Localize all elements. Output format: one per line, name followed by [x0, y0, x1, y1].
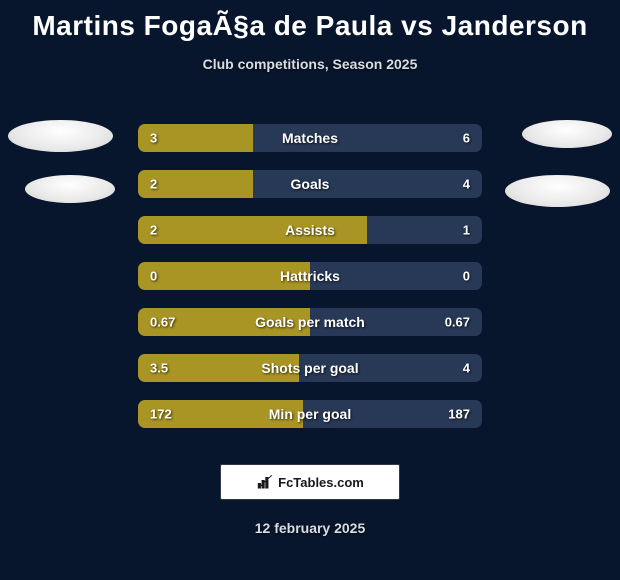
stat-label: Shots per goal [138, 360, 482, 376]
stat-value-left: 2 [150, 223, 157, 238]
player-right-avatar-placeholder-2 [505, 175, 610, 207]
player-left-avatar-placeholder-2 [25, 175, 115, 203]
stat-value-left: 3 [150, 131, 157, 146]
stat-value-right: 4 [463, 177, 470, 192]
stat-row: Assists2 1 [138, 216, 482, 244]
stat-row: Matches3 6 [138, 124, 482, 152]
comparison-subtitle: Club competitions, Season 2025 [0, 56, 620, 72]
player-left-avatar-placeholder-1 [8, 120, 113, 152]
stat-value-right: 6 [463, 131, 470, 146]
stat-label: Assists [138, 222, 482, 238]
stats-bars-container: Matches36Goals24Assists21Hattricks00Goal… [138, 124, 482, 446]
stat-value-right: 0.67 [445, 315, 470, 330]
stat-row: Hattricks0 0 [138, 262, 482, 290]
footer-brand-text: FcTables.com [278, 475, 364, 490]
stat-value-left: 0 [150, 269, 157, 284]
player-right-avatar-placeholder-1 [522, 120, 612, 148]
stat-label: Min per goal [138, 406, 482, 422]
stat-row: Min per goal172 187 [138, 400, 482, 428]
comparison-title: Martins FogaÃ§a de Paula vs Janderson [0, 0, 620, 42]
stat-label: Goals per match [138, 314, 482, 330]
stat-row: Shots per goal3.5 4 [138, 354, 482, 382]
stat-value-right: 4 [463, 361, 470, 376]
stat-value-right: 0 [463, 269, 470, 284]
stat-label: Matches [138, 130, 482, 146]
stat-value-left: 172 [150, 407, 172, 422]
stat-value-right: 1 [463, 223, 470, 238]
stat-value-left: 3.5 [150, 361, 168, 376]
chart-icon [256, 473, 274, 491]
footer-brand-box: FcTables.com [220, 464, 400, 500]
comparison-date: 12 february 2025 [0, 520, 620, 536]
stat-value-right: 187 [448, 407, 470, 422]
stat-value-left: 0.67 [150, 315, 175, 330]
stat-label: Goals [138, 176, 482, 192]
stat-value-left: 2 [150, 177, 157, 192]
stat-row: Goals per match0.67 0.67 [138, 308, 482, 336]
stat-row: Goals2 4 [138, 170, 482, 198]
stat-label: Hattricks [138, 268, 482, 284]
